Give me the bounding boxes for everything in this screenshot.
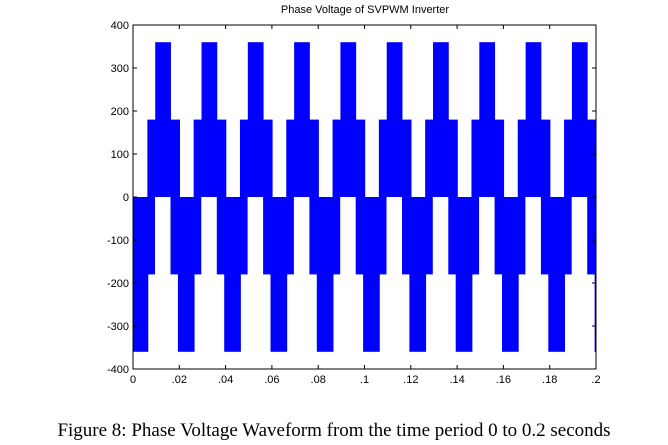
waveform-band [177, 197, 195, 352]
x-tick-label: .2 [591, 374, 600, 386]
waveform-band [548, 197, 565, 352]
y-tick-label: -400 [107, 364, 129, 376]
chart-title: Phase Voltage of SVPWM Inverter [281, 4, 449, 16]
y-tick-label: 100 [111, 149, 129, 161]
x-tick-label: .16 [496, 374, 511, 386]
waveform-band [587, 197, 596, 275]
x-tick-label: .12 [403, 374, 418, 386]
figure-caption: Figure 8: Phase Voltage Waveform from th… [57, 420, 611, 441]
x-tick-label: .1 [360, 374, 369, 386]
y-axis: 400 300 200 100 0 -100 -200 -300 -400 [107, 20, 596, 376]
x-tick-label: .08 [311, 374, 326, 386]
phase-voltage-chart: Phase Voltage of SVPWM Inverter 0 .02 .04.… [107, 4, 601, 386]
waveform-band [409, 197, 427, 352]
waveform-band [594, 197, 596, 352]
waveform-band [433, 42, 449, 198]
waveform-band [571, 42, 588, 198]
x-axis: 0 .02 .04 .06 .08 .1 .12 .14 .16 .18 .2 [130, 25, 601, 386]
waveform-band [316, 197, 334, 352]
x-tick-label: .02 [172, 374, 187, 386]
y-tick-label: 400 [111, 20, 129, 32]
y-tick-label: -300 [107, 321, 129, 333]
y-tick-label: 300 [111, 63, 129, 75]
y-tick-label: -100 [107, 235, 129, 247]
y-tick-label: 200 [111, 106, 129, 118]
waveform-band [386, 42, 403, 198]
y-tick-label: 0 [123, 192, 129, 204]
x-tick-label: .18 [542, 374, 557, 386]
waveform-band [247, 42, 264, 198]
waveform-band [363, 197, 380, 352]
waveform-band [133, 197, 149, 352]
y-tick-label: -200 [107, 278, 129, 290]
waveform-band [201, 42, 218, 198]
waveform-band [455, 197, 473, 352]
x-tick-label: .04 [218, 374, 233, 386]
waveform-band [502, 197, 519, 352]
waveform-band [224, 197, 241, 352]
waveform-band [479, 42, 496, 198]
waveform-band [270, 197, 288, 352]
waveform-band [525, 42, 542, 198]
waveform-band [340, 42, 357, 198]
x-tick-label: .06 [264, 374, 279, 386]
waveform-bands [133, 42, 596, 352]
waveform-band [155, 42, 171, 198]
x-tick-label: 0 [130, 374, 136, 386]
waveform-band [294, 42, 310, 198]
x-tick-label: .14 [449, 374, 464, 386]
